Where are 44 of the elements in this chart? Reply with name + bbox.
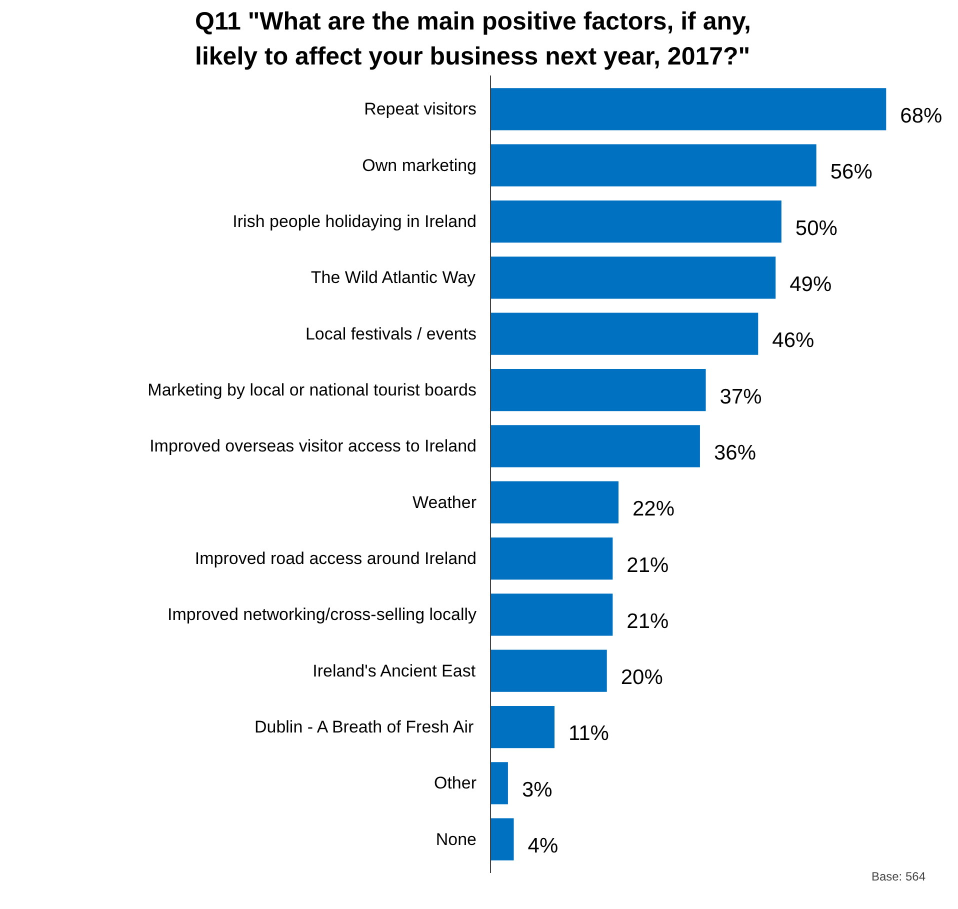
- data-label: 11%: [568, 722, 609, 746]
- chart-title: Q11 "What are the main positive factors, if any, likely to affect your business next year, 2017?": [195, 8, 752, 70]
- bar: [490, 144, 816, 186]
- data-label: 20%: [620, 666, 663, 690]
- data-label: 22%: [632, 498, 675, 521]
- data-label: 4%: [528, 834, 558, 858]
- bar: [490, 762, 508, 804]
- y-tick-label: None: [436, 830, 476, 849]
- data-label: 3%: [522, 778, 552, 802]
- data-label: 56%: [830, 160, 872, 184]
- bar: [490, 481, 619, 524]
- bar: [490, 256, 776, 299]
- annotation: Base: 564: [871, 870, 926, 884]
- y-tick-label: Other: [434, 774, 477, 793]
- data-label: 21%: [626, 610, 669, 633]
- data-label: 49%: [790, 272, 832, 296]
- bar: [490, 368, 706, 412]
- data-label: 36%: [714, 441, 756, 464]
- data-label: 21%: [626, 554, 669, 577]
- y-tick-label: Marketing by local or national tourist boards: [148, 380, 477, 400]
- data-label: 68%: [900, 104, 942, 128]
- bar: [490, 200, 782, 243]
- y-tick-label: Own marketing: [362, 156, 477, 175]
- y-tick-label: Repeat visitors: [364, 100, 477, 119]
- y-tick-label: Improved networking/cross-selling locally: [168, 605, 477, 624]
- data-label: 37%: [720, 385, 762, 408]
- bar: [490, 706, 555, 748]
- data-label: 46%: [772, 329, 814, 352]
- y-tick-label: Ireland's Ancient East: [312, 661, 476, 680]
- bar: [490, 537, 613, 580]
- y-tick-label: Local festivals / events: [305, 324, 476, 344]
- y-tick-label: Improved overseas visitor access to Ireland: [150, 436, 477, 456]
- y-tick-label: The Wild Atlantic Way: [310, 268, 476, 288]
- y-tick-label: Irish people holidaying in Ireland: [232, 212, 476, 232]
- y-tick-label: Dublin - A Breath of Fresh Air: [254, 718, 474, 737]
- bar: [490, 312, 758, 355]
- bar: [490, 818, 514, 860]
- bar: [490, 594, 613, 636]
- data-label: 50%: [795, 216, 838, 240]
- y-tick-label: Improved road access around Ireland: [194, 549, 477, 568]
- bar: [490, 425, 700, 468]
- bar: [490, 88, 886, 130]
- bar: [490, 650, 607, 692]
- y-tick-label: Weather: [412, 492, 477, 512]
